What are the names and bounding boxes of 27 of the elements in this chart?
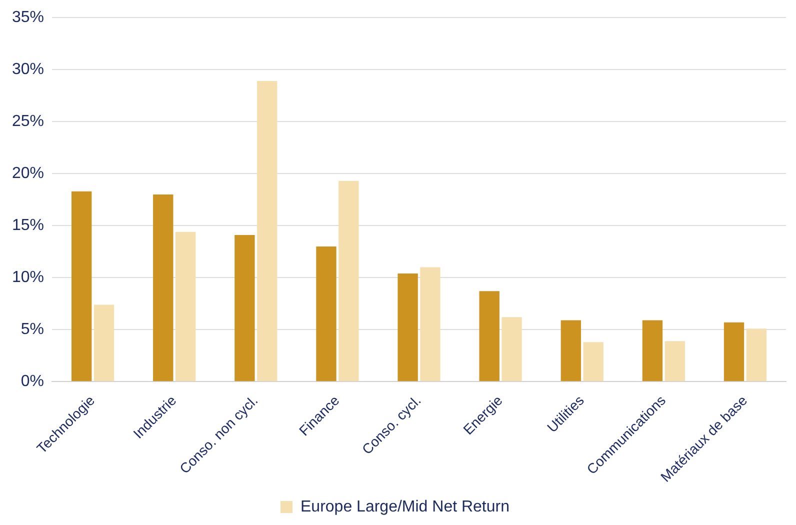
bar xyxy=(316,246,336,382)
bar xyxy=(71,191,92,382)
legend-label: Europe Large/Mid Net Return xyxy=(300,498,510,516)
bar xyxy=(257,81,278,382)
bar xyxy=(234,235,255,382)
bar xyxy=(583,342,604,382)
y-tick-label: 5% xyxy=(20,321,44,338)
bar xyxy=(153,194,174,382)
bar xyxy=(398,273,418,382)
y-tick-label: 35% xyxy=(12,9,44,26)
bar xyxy=(338,180,359,382)
bar xyxy=(94,304,114,382)
bar xyxy=(642,320,663,382)
y-tick-label: 30% xyxy=(12,61,44,78)
bar xyxy=(724,322,744,382)
y-tick-label: 25% xyxy=(12,113,44,130)
y-tick-label: 10% xyxy=(12,269,44,286)
bar xyxy=(420,267,440,382)
bar xyxy=(479,291,500,382)
bar xyxy=(560,320,581,382)
bar xyxy=(664,341,685,382)
bar xyxy=(175,232,196,382)
y-tick-label: 15% xyxy=(12,217,44,234)
y-tick-label: 20% xyxy=(12,165,44,182)
bar xyxy=(746,328,767,382)
bar xyxy=(502,317,522,382)
y-tick-label: 0% xyxy=(20,373,44,390)
